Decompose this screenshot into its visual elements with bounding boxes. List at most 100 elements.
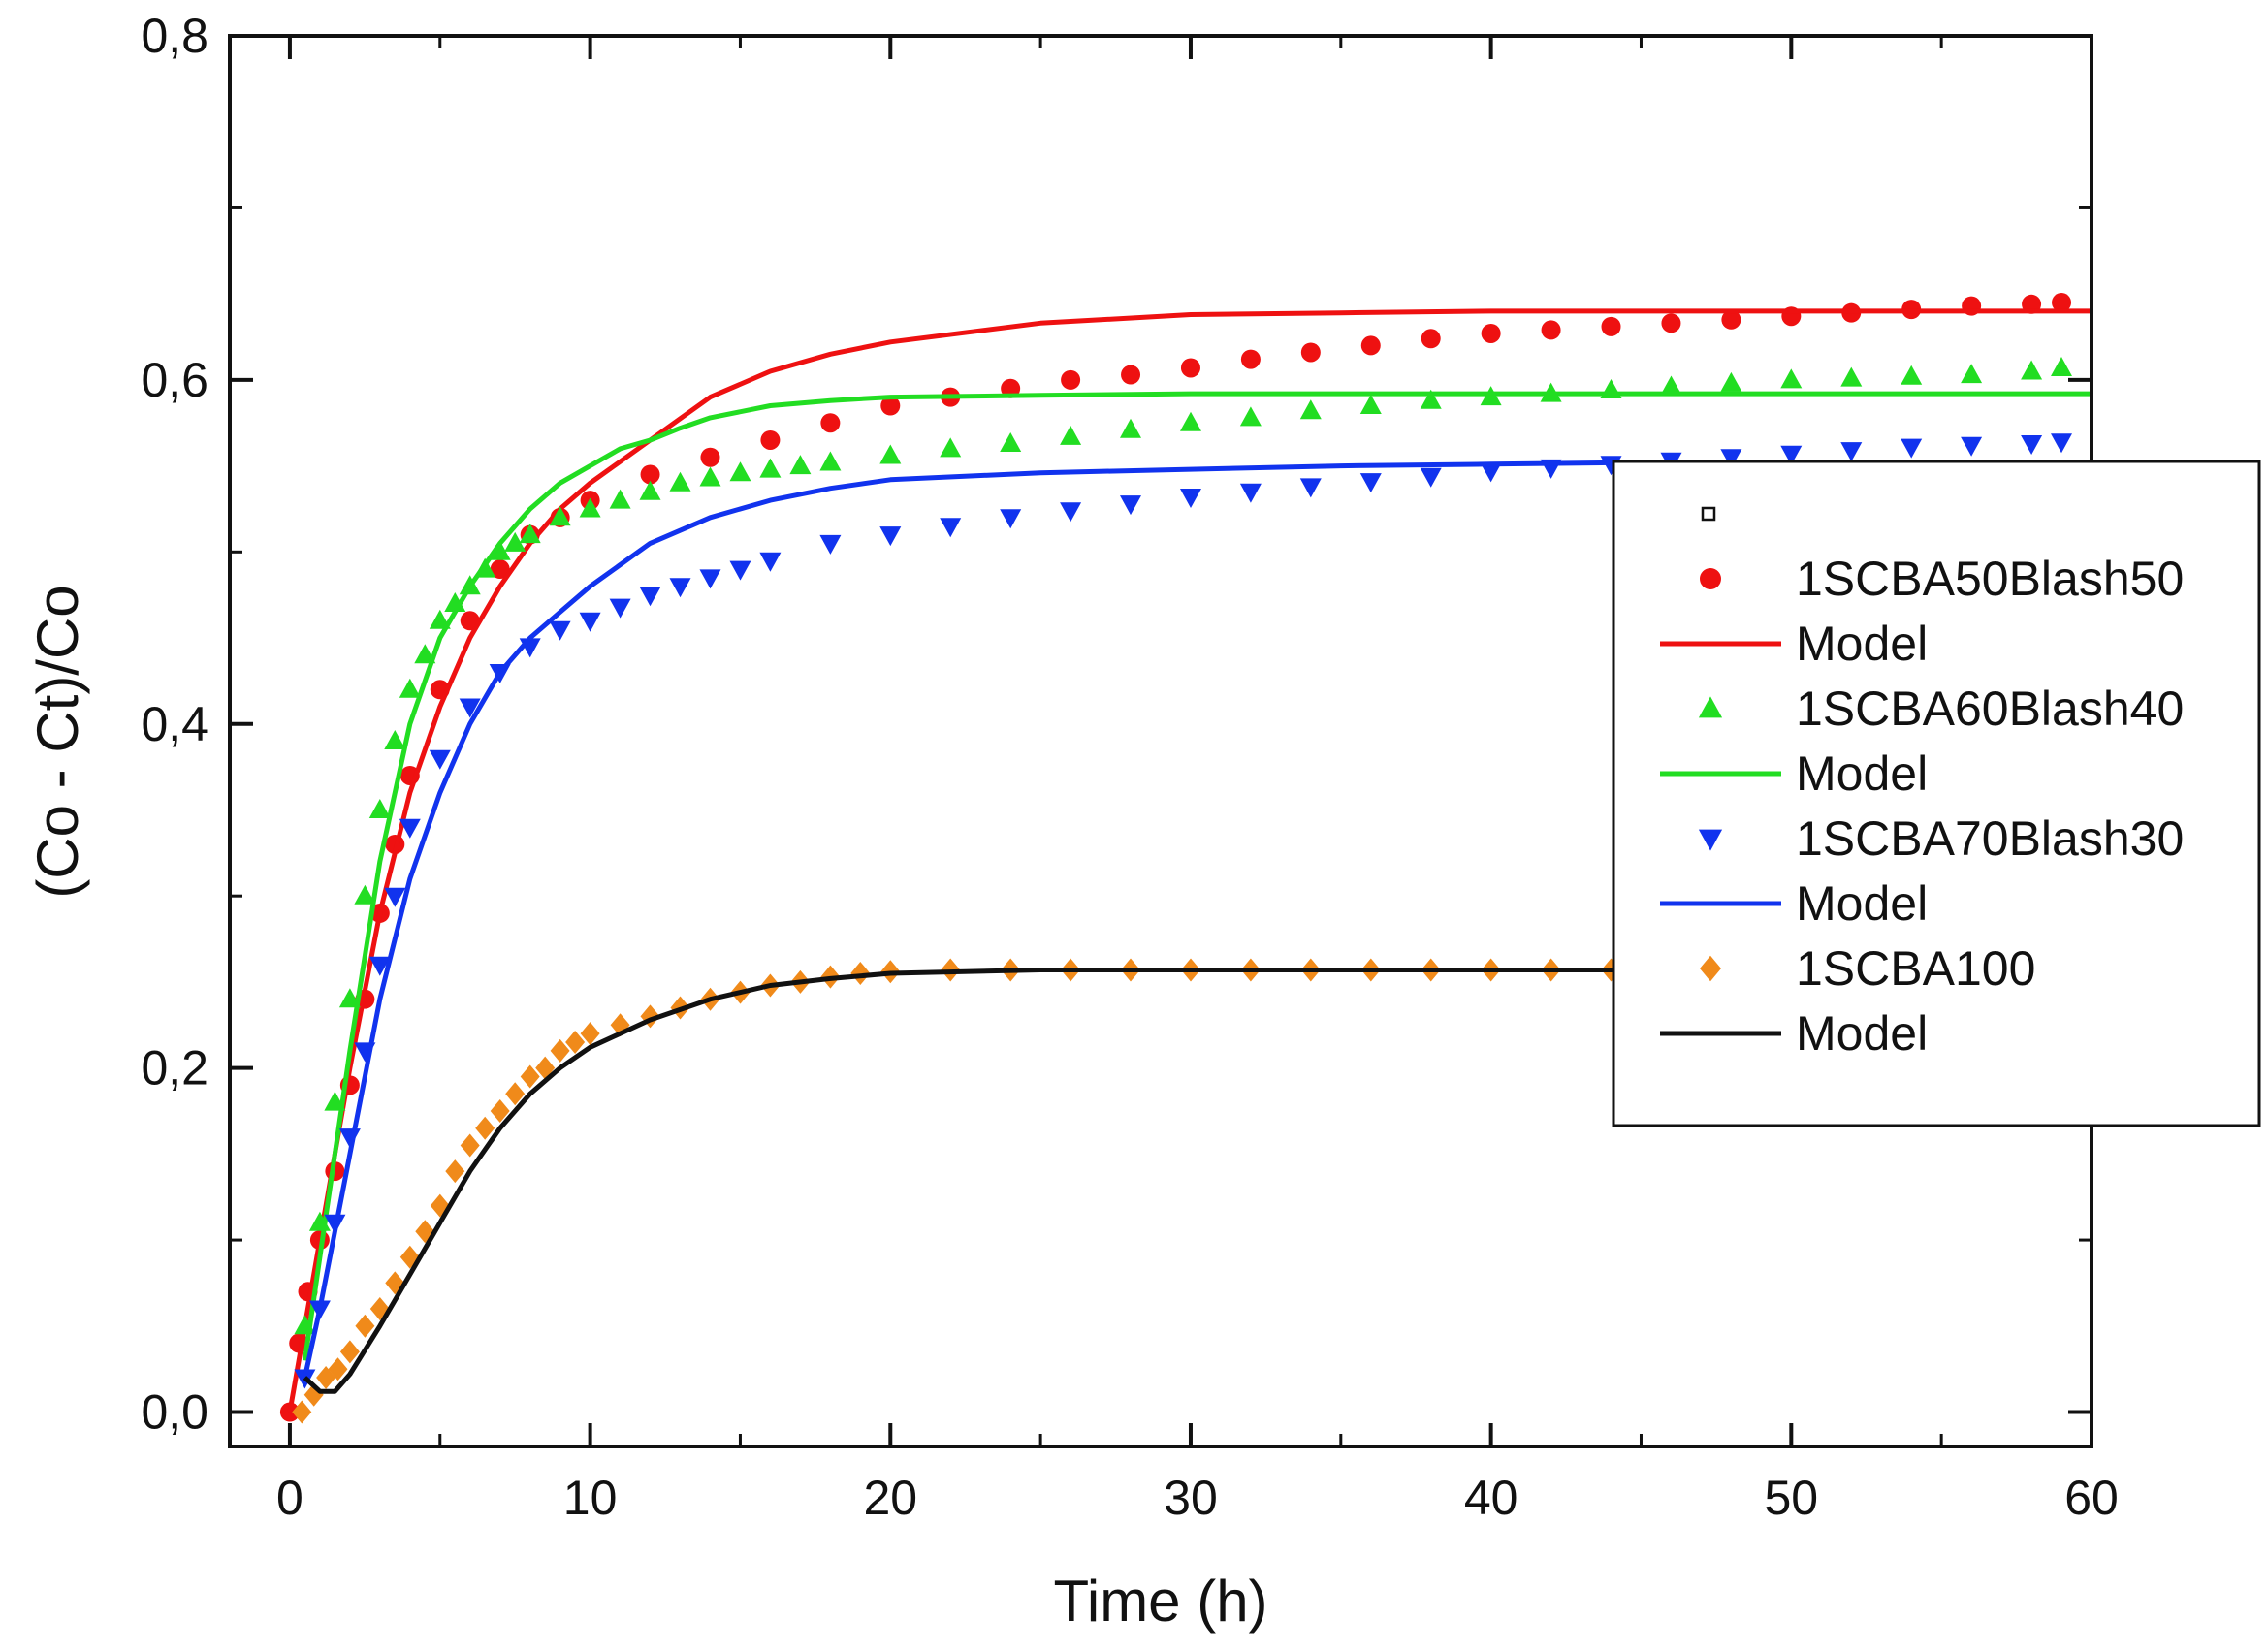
y-tick-label: 0,4 [141, 697, 208, 751]
data-point [368, 956, 391, 976]
data-point [489, 540, 511, 560]
data-point [1481, 323, 1501, 343]
data-point [355, 1314, 375, 1338]
legend-item: Model [1660, 1006, 1928, 1061]
data-point [1359, 473, 1382, 493]
y-tick-labels: 0,0 0,2 0,4 0,6 0,8 [141, 9, 208, 1440]
legend-label: Model [1796, 1006, 1928, 1061]
x-tick-label: 10 [563, 1471, 618, 1525]
data-point [880, 396, 901, 416]
model-line [303, 968, 1642, 1394]
data-point [1121, 365, 1141, 385]
series-layer [279, 293, 2092, 1424]
data-point [565, 1031, 586, 1054]
y-tick-label: 0,8 [141, 9, 208, 63]
model-line [287, 308, 2092, 1413]
data-point [759, 458, 782, 478]
data-point [2051, 357, 2072, 376]
data-point [819, 451, 842, 471]
data-point [639, 587, 661, 607]
data-point [1180, 411, 1201, 431]
y-tick-label: 0,6 [141, 353, 208, 407]
data-point [699, 569, 721, 589]
data-point [1300, 342, 1321, 363]
data-point [1060, 502, 1082, 523]
data-point [1961, 364, 1983, 384]
x-tick-labels: 0 10 20 30 40 50 60 [276, 1471, 2119, 1525]
data-point [639, 480, 661, 500]
legend-marker-swatch [1698, 829, 1723, 851]
legend-label: 1SCBA50Blash50 [1796, 552, 2184, 606]
data-point [609, 489, 631, 509]
data-point [549, 506, 571, 526]
x-tick-label: 40 [1464, 1471, 1518, 1525]
data-point [2021, 360, 2043, 380]
data-point [1239, 406, 1262, 427]
data-point [1601, 316, 1621, 336]
data-point [399, 678, 421, 698]
data-point [2052, 293, 2072, 313]
data-point [445, 1159, 465, 1184]
data-point [819, 534, 842, 555]
data-point [460, 1133, 480, 1158]
data-point [1961, 436, 1983, 457]
legend-label: 1SCBA100 [1796, 941, 2035, 996]
data-point [1541, 320, 1561, 340]
series-3-model-line [302, 391, 2092, 1361]
x-tick-label: 50 [1765, 1471, 1819, 1525]
data-point [669, 578, 691, 598]
data-point [1000, 432, 1022, 452]
data-point [940, 518, 962, 538]
legend-label: Model [1796, 746, 1928, 801]
data-point [1299, 399, 1322, 420]
data-point [1901, 365, 1923, 385]
series-5-model-line [302, 460, 2092, 1379]
legend-item: 1SCBA60Blash40 [1698, 682, 2184, 736]
series-1-model-line [287, 308, 2092, 1413]
data-point [520, 1064, 540, 1089]
data-point [1180, 489, 1201, 508]
data-point [1420, 467, 1442, 488]
data-point [669, 471, 691, 492]
data-point [429, 749, 451, 770]
legend: 1SCBA50Blash50 Model 1SCBA60Blash40 Model 1S… [1612, 460, 2261, 1127]
data-point [459, 698, 481, 718]
legend-marker-swatch [1700, 568, 1721, 589]
data-point [1480, 462, 1502, 483]
data-point [1720, 449, 1742, 469]
data-point [339, 1340, 360, 1364]
data-point [1420, 389, 1442, 409]
data-point [879, 444, 902, 464]
data-point [2021, 435, 2043, 455]
data-point [759, 552, 782, 572]
data-point [384, 730, 406, 749]
y-tick-label: 0,2 [141, 1041, 208, 1095]
data-point [1180, 358, 1200, 378]
data-point [789, 455, 812, 475]
y-axis-label: (Co - Ct)/Co [25, 585, 90, 898]
data-point [1840, 366, 1863, 387]
legend-item: 1SCBA100 [1700, 941, 2035, 996]
data-point [1661, 313, 1681, 333]
series-7-model-line [303, 968, 1642, 1394]
data-point [1120, 418, 1141, 438]
data-point [292, 1400, 312, 1424]
legend-label: 1SCBA70Blash30 [1796, 811, 2184, 866]
data-point [399, 818, 421, 839]
data-point [549, 620, 571, 641]
data-point [1360, 335, 1381, 356]
legend-item: Model [1660, 746, 1928, 801]
data-point [505, 1082, 526, 1106]
x-tick-label: 30 [1164, 1471, 1218, 1525]
series-4-points [294, 433, 2072, 1389]
legend-item: Model [1660, 617, 1928, 671]
data-point [490, 559, 510, 580]
x-tick-label: 0 [276, 1471, 303, 1525]
data-point [850, 962, 871, 985]
data-point [475, 1116, 495, 1140]
data-point [760, 429, 781, 450]
data-point [1421, 329, 1441, 349]
x-tick-label: 60 [2064, 1471, 2119, 1525]
data-point [368, 799, 391, 818]
